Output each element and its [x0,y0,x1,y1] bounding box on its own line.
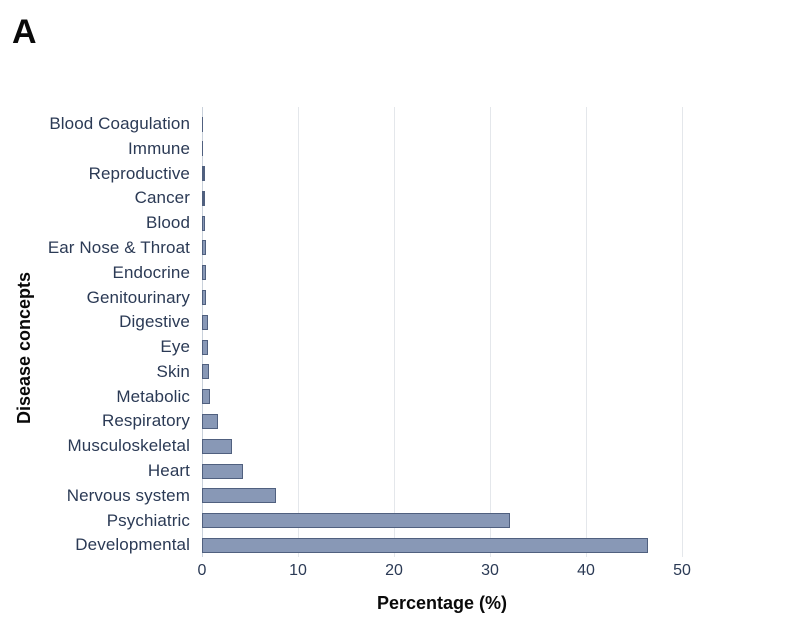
bar-ear-nose-throat [202,240,206,256]
category-label-eye: Eye [160,337,190,357]
category-label-heart: Heart [147,461,190,481]
plot-area [202,107,702,557]
category-label-endocrine: Endocrine [112,262,190,282]
bar-musculoskeletal [202,438,232,454]
bar-metabolic [202,389,210,405]
category-label-psychiatric: Psychiatric [106,510,190,530]
category-label-ear-nose-throat: Ear Nose & Throat [47,237,190,257]
category-label-reproductive: Reproductive [88,163,190,183]
x-tick-label-0: 0 [197,562,207,579]
bar-endocrine [202,265,206,281]
category-label-developmental: Developmental [75,535,190,555]
panel-label: A [12,13,38,51]
category-label-respiratory: Respiratory [101,411,190,431]
bar-blood [202,215,206,231]
category-label-immune: Immune [127,138,190,158]
gridline-x-40 [586,107,587,557]
x-tick-label-10: 10 [289,562,307,579]
gridline-x-10 [298,107,299,557]
category-label-genitourinary: Genitourinary [86,287,190,307]
x-tick-label-50: 50 [673,562,691,579]
gridline-x-30 [490,107,491,557]
x-axis-title: Percentage (%) [376,593,508,613]
bar-nervous-system [202,488,276,504]
gridline-x-20 [394,107,395,557]
x-tick-label-20: 20 [385,562,403,579]
category-label-nervous-system: Nervous system [66,485,190,505]
bar-eye [202,339,209,355]
bar-developmental [202,537,649,553]
gridline-x-50 [682,107,683,557]
category-label-blood: Blood [146,213,190,233]
bar-respiratory [202,413,219,429]
bar-skin [202,364,209,380]
bar-immune [202,141,203,157]
bar-heart [202,463,244,479]
category-label-blood-coagulation: Blood Coagulation [49,114,190,133]
category-label-cancer: Cancer [134,188,190,208]
bar-digestive [202,314,208,330]
bar-genitourinary [202,290,207,306]
bar-psychiatric [202,513,511,529]
category-label-musculoskeletal: Musculoskeletal [67,436,190,456]
category-label-skin: Skin [156,361,190,381]
category-label-digestive: Digestive [119,312,190,332]
x-tick-label-40: 40 [577,562,595,579]
bar-reproductive [202,166,205,182]
gridline-x-0 [202,107,203,557]
x-tick-label-30: 30 [481,562,499,579]
category-label-metabolic: Metabolic [116,386,190,406]
bar-cancer [202,190,205,206]
